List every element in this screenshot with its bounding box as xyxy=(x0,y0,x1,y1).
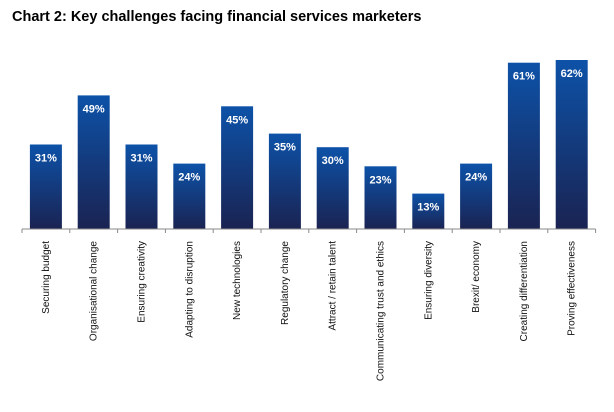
x-tick-label-10: Creating differentiation xyxy=(519,241,530,341)
bar-9 xyxy=(460,163,493,229)
bar-value-label-3: 24% xyxy=(178,172,200,184)
bar-8 xyxy=(412,193,445,229)
x-tick-label-7: Communicating trust and ethics xyxy=(376,241,387,381)
bar-0 xyxy=(29,144,62,229)
x-tick-label-5: Regulatory change xyxy=(280,241,291,325)
bar-value-label-8: 13% xyxy=(417,202,439,214)
x-tick-labels: Securing budget Organisational change Ensu… xyxy=(41,241,578,382)
x-tick-label-8: Ensuring diversity xyxy=(423,241,434,320)
bar-4 xyxy=(221,106,254,229)
x-tick-label-6: Attract / retain talent xyxy=(328,241,339,331)
x-tick-label-3: Adapting to disruption xyxy=(184,241,195,338)
bars-group: 31% 49% 31% 24% 45% 35% 30% 23% 13% 24% 61% 62% xyxy=(29,60,588,230)
bar-value-label-10: 61% xyxy=(513,71,535,83)
x-tick-label-9: Brexit/ economy xyxy=(471,241,482,313)
bar-value-label-5: 35% xyxy=(274,142,296,154)
bar-10 xyxy=(507,62,540,230)
x-tick-label-11: Proving effectiveness xyxy=(567,241,578,336)
x-tick-label-2: Ensuring creativity xyxy=(137,241,148,323)
bar-value-label-11: 62% xyxy=(561,68,583,80)
x-tick-label-4: New technologies xyxy=(232,241,243,320)
bar-value-label-0: 31% xyxy=(35,153,57,165)
bar-5 xyxy=(268,133,301,229)
x-tick-label-1: Organisational change xyxy=(89,241,100,342)
bar-value-label-2: 31% xyxy=(130,153,152,165)
x-axis xyxy=(21,228,597,233)
bar-11 xyxy=(555,60,588,229)
bar-1 xyxy=(77,95,110,230)
bar-2 xyxy=(125,144,158,229)
bar-value-label-1: 49% xyxy=(83,103,105,115)
bar-value-label-6: 30% xyxy=(322,155,344,167)
bar-3 xyxy=(173,163,206,229)
bar-6 xyxy=(316,147,349,229)
bar-value-label-7: 23% xyxy=(369,174,391,186)
chart-title: Chart 2: Key challenges facing financial… xyxy=(12,9,422,25)
bar-7 xyxy=(364,166,397,229)
x-tick-label-0: Securing budget xyxy=(41,241,52,314)
bar-value-label-9: 24% xyxy=(465,172,487,184)
bar-value-label-4: 45% xyxy=(226,114,248,126)
